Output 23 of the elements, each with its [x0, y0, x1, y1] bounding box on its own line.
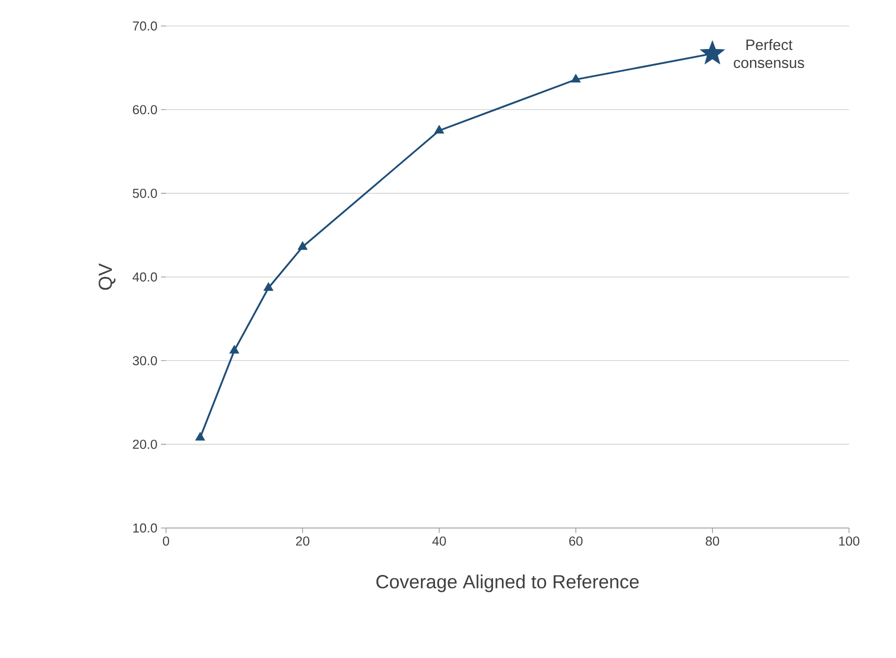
point [195, 432, 206, 441]
x-tick-label: 0 [162, 536, 170, 546]
y-tick-label: 10.0 [133, 523, 157, 533]
y-tick-label: 20.0 [132, 440, 157, 449]
x-tick-label: 80 [706, 536, 720, 546]
point [570, 74, 581, 82]
annotation: Perfect consensus [734, 39, 804, 68]
y-tick-label: 30.0 [132, 356, 157, 366]
x-tick-label: 40 [432, 536, 446, 546]
y-tick-label: 60.0 [132, 105, 157, 114]
point [229, 344, 240, 354]
y-tick-label: 40.0 [132, 272, 157, 282]
point [434, 124, 444, 134]
point [298, 241, 308, 250]
y-tick-label: 50.0 [132, 188, 157, 198]
point [700, 40, 725, 64]
x-axis-title: Coverage Aligned to Reference [376, 574, 639, 592]
y-axis-title: QV [98, 263, 116, 290]
x-tick-label: 100 [839, 536, 860, 546]
point [263, 282, 274, 291]
x-tick-label: 20 [296, 536, 310, 546]
y-tick-label: 70.0 [132, 21, 157, 31]
x-tick-label: 60 [569, 536, 583, 546]
